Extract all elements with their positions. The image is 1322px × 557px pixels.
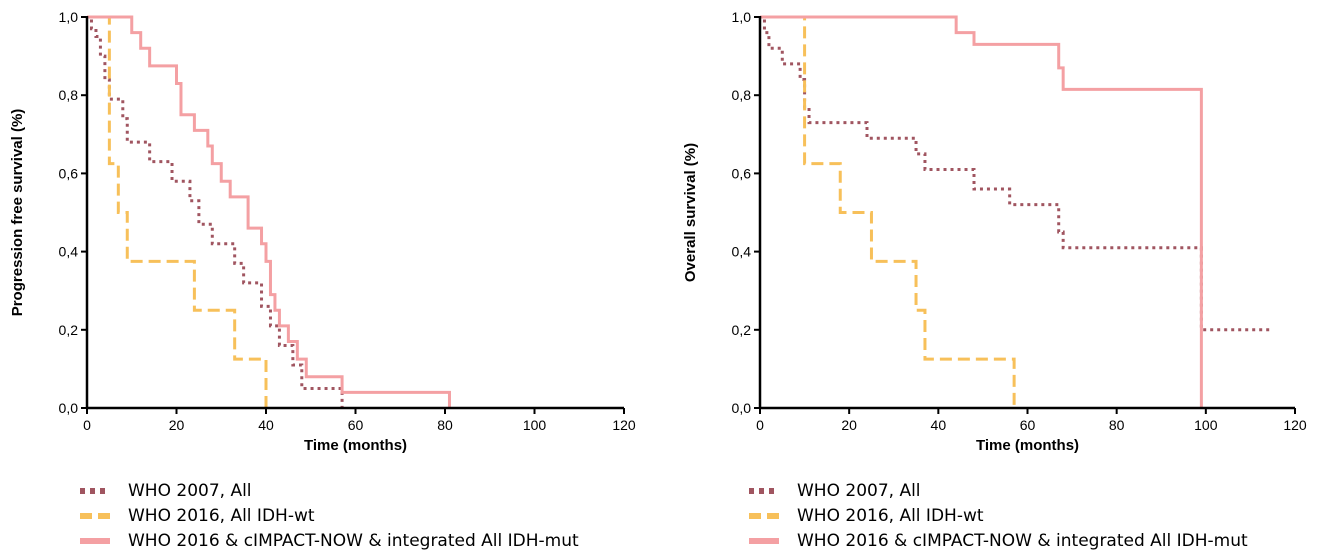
legend-item-who2007: WHO 2007, All bbox=[80, 478, 579, 503]
legend-item-integrated-idhmut: WHO 2016 & cIMPACT-NOW & integrated All … bbox=[749, 528, 1248, 553]
series-line-solid bbox=[87, 15, 451, 408]
x-tick-label: 80 bbox=[437, 417, 453, 433]
x-tick-label: 0 bbox=[83, 417, 91, 433]
y-tick-label: 0,8 bbox=[59, 87, 79, 103]
legend-label: WHO 2016, All IDH-wt bbox=[797, 505, 984, 526]
chart-panel-pfs: 0 20 40 60 80 100 120 0,0 0,2 0,4 0,6 0,8 1,0 Time (m… bbox=[9, 9, 636, 553]
x-axis-title: Time (months) bbox=[976, 437, 1079, 454]
legend-swatch-solid bbox=[80, 537, 110, 544]
legend-label: WHO 2016 & cIMPACT-NOW & integrated All … bbox=[128, 530, 579, 551]
series-line-dashed bbox=[87, 15, 268, 408]
y-tick-label: 1,0 bbox=[732, 9, 752, 25]
os-legend: WHO 2007, All WHO 2016, All IDH-wt WHO 2… bbox=[749, 478, 1248, 553]
pfs-legend: WHO 2007, All WHO 2016, All IDH-wt WHO 2… bbox=[80, 478, 579, 553]
legend-swatch-solid bbox=[749, 537, 779, 544]
legend-label: WHO 2007, All bbox=[797, 480, 921, 501]
x-tick-label: 40 bbox=[931, 417, 947, 433]
y-tick-label: 0,4 bbox=[59, 244, 79, 260]
legend-item-who2007: WHO 2007, All bbox=[749, 478, 1248, 503]
legend-item-integrated-idhmut: WHO 2016 & cIMPACT-NOW & integrated All … bbox=[80, 528, 579, 553]
y-tick-label: 0,4 bbox=[732, 244, 752, 260]
series-line-dotted bbox=[87, 15, 344, 408]
series-line-solid bbox=[760, 15, 1203, 408]
legend-item-who2016-idhwt: WHO 2016, All IDH-wt bbox=[80, 503, 579, 528]
x-tick-label: 100 bbox=[1194, 417, 1218, 433]
legend-label: WHO 2007, All bbox=[128, 480, 252, 501]
x-tick-label: 60 bbox=[1020, 417, 1036, 433]
y-tick-label: 0,0 bbox=[59, 400, 79, 416]
y-axis-title: Progression free survival (%) bbox=[9, 109, 26, 317]
chart-panel-os: 0 20 40 60 80 100 120 0,0 0,2 0,4 0,6 0,8 1,0 Time (m… bbox=[661, 0, 1322, 557]
y-tick-label: 1,0 bbox=[59, 9, 79, 25]
x-axis-title: Time (months) bbox=[304, 437, 407, 454]
x-tick-label: 120 bbox=[612, 417, 636, 433]
x-tick-label: 0 bbox=[756, 417, 764, 433]
x-tick-label: 60 bbox=[348, 417, 364, 433]
y-tick-label: 0,0 bbox=[732, 400, 752, 416]
x-tick-label: 120 bbox=[1283, 417, 1307, 433]
pfs-chart: 0 20 40 60 80 100 120 0,0 0,2 0,4 0,6 0,8 1,0 Time (m… bbox=[9, 9, 636, 454]
x-tick-label: 20 bbox=[169, 417, 185, 433]
y-tick-label: 0,2 bbox=[732, 322, 752, 338]
y-tick-label: 0,6 bbox=[59, 165, 79, 181]
x-tick-label: 20 bbox=[841, 417, 857, 433]
legend-swatch-dashed bbox=[80, 512, 110, 519]
y-tick-label: 0,2 bbox=[59, 322, 79, 338]
x-tick-label: 80 bbox=[1109, 417, 1125, 433]
series-line-dotted bbox=[760, 15, 1273, 332]
x-tick-label: 40 bbox=[258, 417, 274, 433]
y-axis-title: Overall survival (%) bbox=[682, 143, 699, 282]
series-line-dashed bbox=[760, 15, 1016, 408]
legend-swatch-dotted bbox=[749, 487, 779, 494]
legend-swatch-dotted bbox=[80, 487, 110, 494]
legend-label: WHO 2016 & cIMPACT-NOW & integrated All … bbox=[797, 530, 1248, 551]
x-tick-label: 100 bbox=[523, 417, 547, 433]
legend-swatch-dashed bbox=[749, 512, 779, 519]
os-chart: 0 20 40 60 80 100 120 0,0 0,2 0,4 0,6 0,8 1,0 Time (m… bbox=[682, 9, 1307, 454]
y-tick-label: 0,8 bbox=[732, 87, 752, 103]
legend-item-who2016-idhwt: WHO 2016, All IDH-wt bbox=[749, 503, 1248, 528]
y-tick-label: 0,6 bbox=[732, 165, 752, 181]
legend-label: WHO 2016, All IDH-wt bbox=[128, 505, 315, 526]
